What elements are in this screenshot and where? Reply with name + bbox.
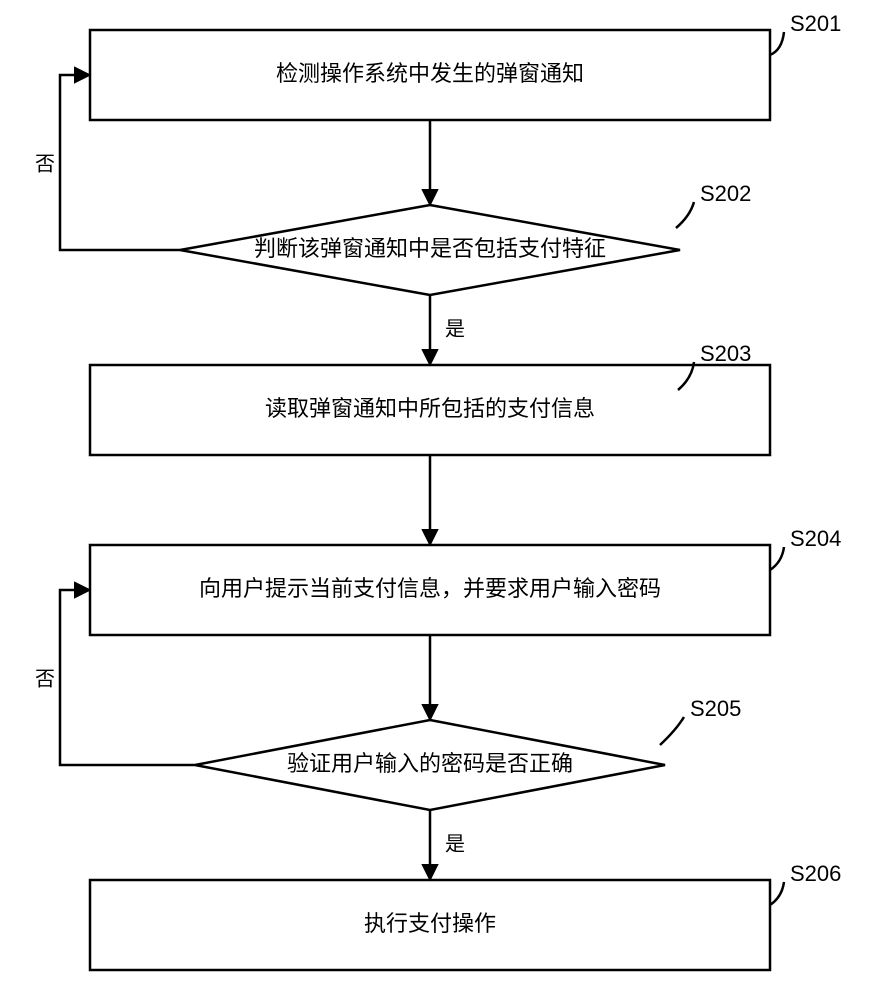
s204-label: S204 (790, 526, 841, 551)
s202-label: S202 (700, 181, 751, 206)
s201-text: 检测操作系统中发生的弹窗通知 (276, 61, 584, 86)
edge-5-label: 否 (35, 153, 55, 175)
s203-label: S203 (700, 341, 751, 366)
s206-label: S206 (790, 861, 841, 886)
s205-text: 验证用户输入的密码是否正确 (287, 751, 573, 776)
s203-text: 读取弹窗通知中所包括的支付信息 (265, 396, 595, 421)
s205-label: S205 (690, 696, 741, 721)
edge-4-label: 是 (445, 833, 465, 855)
s201-label: S201 (790, 11, 841, 36)
edge-1-label: 是 (445, 318, 465, 340)
s206-text: 执行支付操作 (364, 911, 496, 936)
s202-text: 判断该弹窗通知中是否包括支付特征 (254, 236, 606, 261)
s204-text: 向用户提示当前支付信息，并要求用户输入密码 (199, 576, 661, 601)
edge-6-label: 否 (35, 668, 55, 690)
